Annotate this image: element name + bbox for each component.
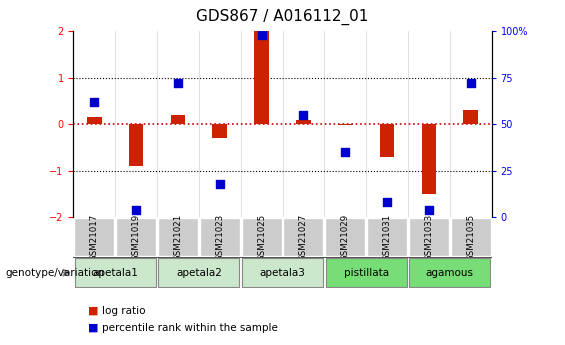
Bar <box>129 124 144 166</box>
Bar <box>408 218 449 256</box>
Bar <box>171 115 185 124</box>
Bar <box>241 218 282 256</box>
Point <box>299 112 308 118</box>
Point <box>424 207 433 213</box>
Bar <box>325 258 407 287</box>
Point <box>132 207 141 213</box>
Bar <box>283 218 324 256</box>
Bar <box>380 124 394 157</box>
Text: pistillata: pistillata <box>344 268 389 277</box>
Text: apetala2: apetala2 <box>176 268 222 277</box>
Point <box>383 200 392 205</box>
Bar <box>325 218 366 256</box>
Text: GSM21027: GSM21027 <box>299 214 308 261</box>
Text: apetala1: apetala1 <box>92 268 138 277</box>
Bar <box>158 258 240 287</box>
Text: GSM21031: GSM21031 <box>383 214 392 261</box>
Text: ■: ■ <box>88 323 98 333</box>
Text: GSM21021: GSM21021 <box>173 214 182 261</box>
Bar <box>116 218 157 256</box>
Bar <box>212 124 227 138</box>
Text: ■: ■ <box>88 306 98 315</box>
Text: GSM21033: GSM21033 <box>424 214 433 261</box>
Text: GSM21035: GSM21035 <box>466 214 475 261</box>
Text: apetala3: apetala3 <box>259 268 306 277</box>
Text: GSM21023: GSM21023 <box>215 214 224 261</box>
Text: percentile rank within the sample: percentile rank within the sample <box>102 323 277 333</box>
Bar <box>74 218 115 256</box>
Text: GSM21025: GSM21025 <box>257 214 266 261</box>
Point <box>466 80 475 86</box>
Bar <box>199 218 240 256</box>
Text: agamous: agamous <box>426 268 473 277</box>
Bar <box>463 110 478 124</box>
Bar <box>367 218 407 256</box>
Bar <box>242 258 323 287</box>
Point <box>215 181 224 187</box>
Bar <box>409 258 490 287</box>
Bar <box>87 117 102 124</box>
Bar <box>158 218 198 256</box>
Text: GSM21017: GSM21017 <box>90 214 99 261</box>
Text: GDS867 / A016112_01: GDS867 / A016112_01 <box>196 9 369 25</box>
Text: genotype/variation: genotype/variation <box>6 268 105 277</box>
Point <box>341 149 350 155</box>
Point <box>173 80 182 86</box>
Text: GSM21029: GSM21029 <box>341 214 350 261</box>
Point <box>90 99 99 105</box>
Bar <box>450 218 491 256</box>
Bar <box>75 258 156 287</box>
Bar <box>338 124 353 125</box>
Point <box>257 32 266 38</box>
Bar <box>296 119 311 124</box>
Text: GSM21019: GSM21019 <box>132 214 141 261</box>
Bar <box>421 124 436 194</box>
Text: log ratio: log ratio <box>102 306 145 315</box>
Bar <box>254 31 269 124</box>
